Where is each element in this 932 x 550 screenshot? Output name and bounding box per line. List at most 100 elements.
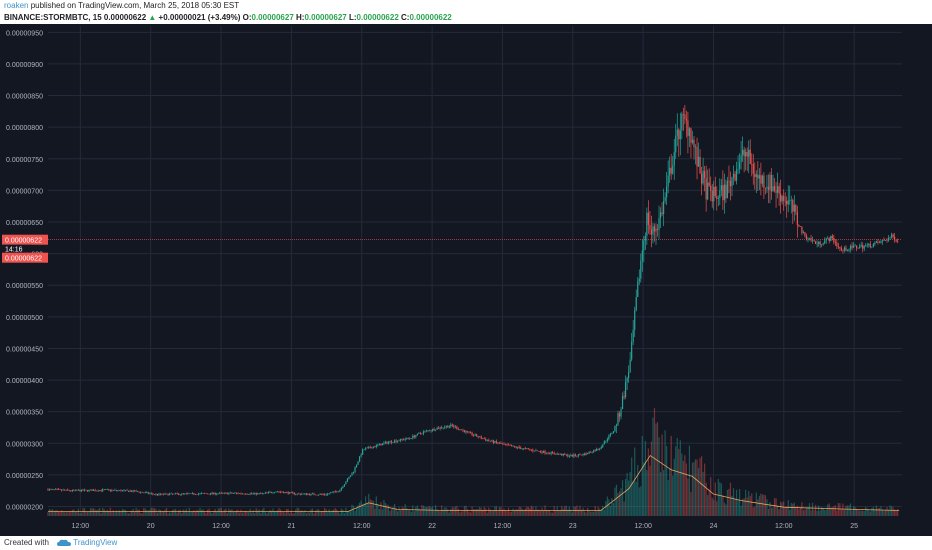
volume-bar [877,508,879,516]
last-price-tag-text: 0.00000622 [5,238,42,245]
candle-body [466,431,469,432]
volume-bar [59,511,61,516]
candle-body [661,212,663,214]
volume-bar [653,408,656,516]
volume-bar [375,496,377,516]
candle-body [869,243,871,248]
volume-bar [675,446,677,516]
candle-body [64,489,66,491]
candle-body [702,170,704,184]
candle-body [609,433,611,436]
candle-body [576,455,578,457]
candle-body [48,489,51,491]
candle-body [541,451,543,453]
candle-body [571,455,573,457]
volume-bar [691,462,694,516]
volume-bar [672,475,674,516]
volume-bar [244,510,247,516]
candle-body [380,443,382,446]
close-price-tag [2,252,48,263]
volume-bar [758,495,760,516]
volume-bar [710,477,712,516]
volume-bar [229,510,231,516]
candle-body [830,235,832,242]
volume-bar [447,509,449,516]
candle-body [346,478,349,482]
volume-bar [120,512,122,516]
candle-body [457,428,459,430]
volume-bar [155,508,157,516]
volume-bar [766,499,768,516]
volume-bar [699,457,701,516]
candle-body [807,238,809,240]
volume-bar [378,509,380,516]
author-link[interactable]: roaken [4,1,29,10]
candle-body [59,489,61,490]
volume-bar [415,506,417,516]
candle-body [542,451,545,453]
countdown-text: 14:16 [5,247,23,254]
volume-bar [438,510,440,516]
volume-bar [409,509,411,516]
candle-body [845,247,847,251]
candle-body [287,492,289,494]
candle-body [634,310,636,330]
candle-body [509,445,511,446]
volume-bar [662,470,665,516]
candle-body [141,492,143,493]
volume-bar [854,507,856,516]
volume-bar [258,509,260,516]
candle-body [565,454,567,456]
candle-body [425,430,428,432]
candle-body [216,493,218,495]
volume-bar [91,508,93,516]
volume-bar [170,512,172,516]
tradingview-link[interactable]: TradingView [57,538,117,547]
volume-bar [419,510,421,516]
candle-body [874,242,876,245]
candle-body [289,492,291,494]
volume-bar [219,508,221,516]
volume-bar [289,513,291,516]
volume-bar [368,493,370,516]
candle-body [334,491,336,493]
volume-bar [185,508,187,516]
candle-body [286,492,288,493]
volume-bar [722,495,724,516]
volume-bar [108,510,110,516]
ohlc-line: BINANCE:STORMBTC, 15 0.00000622 ▲ +0.000… [4,12,928,24]
candle-body [202,493,204,494]
volume-bar [582,507,584,516]
volume-bar [754,506,756,516]
candle-body [667,175,669,187]
candle-body [550,452,552,454]
chart-pane[interactable]: 0.00000950 0.00000900 0.00000850 0.00000800… [0,24,932,536]
volume-bar [737,499,739,516]
volume-bar [763,494,765,516]
volume-bar [249,508,251,516]
volume-bar [114,512,116,516]
candle-body [91,489,93,491]
volume-bar [299,510,301,516]
candle-body [92,490,95,491]
volume-bar [848,505,850,516]
candle-body [460,429,463,431]
candle-body [384,441,387,443]
volume-bar [433,511,435,516]
candle-body [491,440,493,442]
volume-bar [439,511,441,516]
candle-body [836,242,838,247]
volume-bar [614,487,616,516]
candle-body [100,490,102,491]
countdown-tag [2,244,32,253]
price-chart[interactable]: 0.00000950 0.00000900 0.00000850 0.00000800… [0,24,932,536]
volume-bar [664,430,666,516]
candle-body [121,490,124,492]
volume-bar [322,511,324,516]
candle-body [360,454,362,457]
candle-body [123,490,125,491]
symbol-label[interactable]: BINANCE:STORMBTC, 15 [4,13,102,22]
volume-bar [521,508,523,516]
volume-bar [132,508,134,516]
candle-body [273,492,276,493]
